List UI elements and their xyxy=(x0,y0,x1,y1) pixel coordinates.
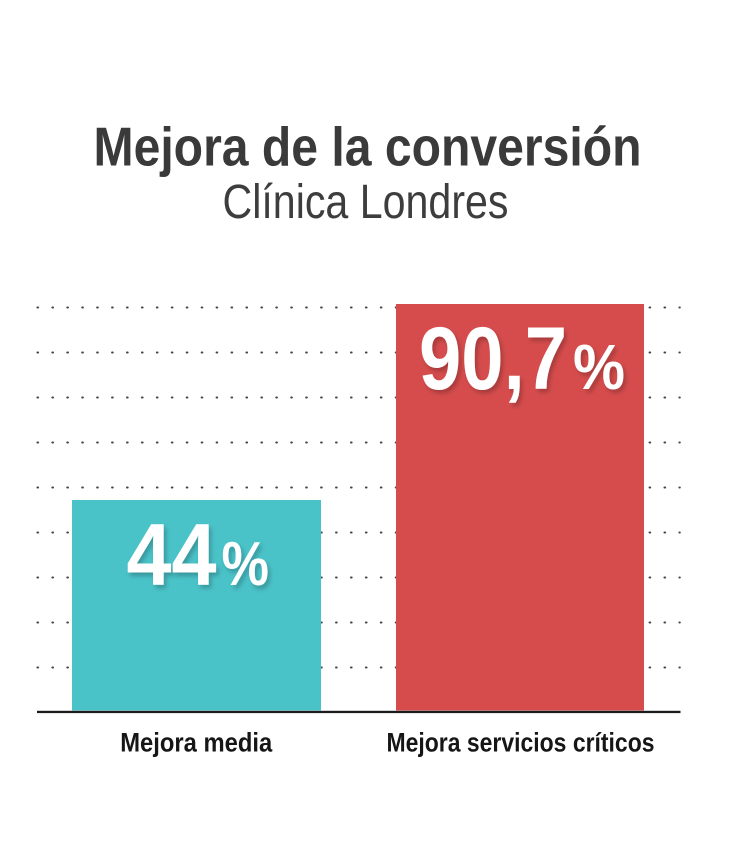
svg-text:%: % xyxy=(573,331,625,403)
svg-text:%: % xyxy=(222,530,270,599)
svg-text:Clínica Londres: Clínica Londres xyxy=(223,176,509,229)
svg-text:90,7: 90,7 xyxy=(419,308,567,408)
svg-text:44: 44 xyxy=(127,505,217,604)
svg-text:Mejora de la conversión: Mejora de la conversión xyxy=(94,117,642,178)
svg-text:Mejora media: Mejora media xyxy=(120,728,272,758)
svg-text:Mejora servicios críticos: Mejora servicios críticos xyxy=(387,728,655,758)
